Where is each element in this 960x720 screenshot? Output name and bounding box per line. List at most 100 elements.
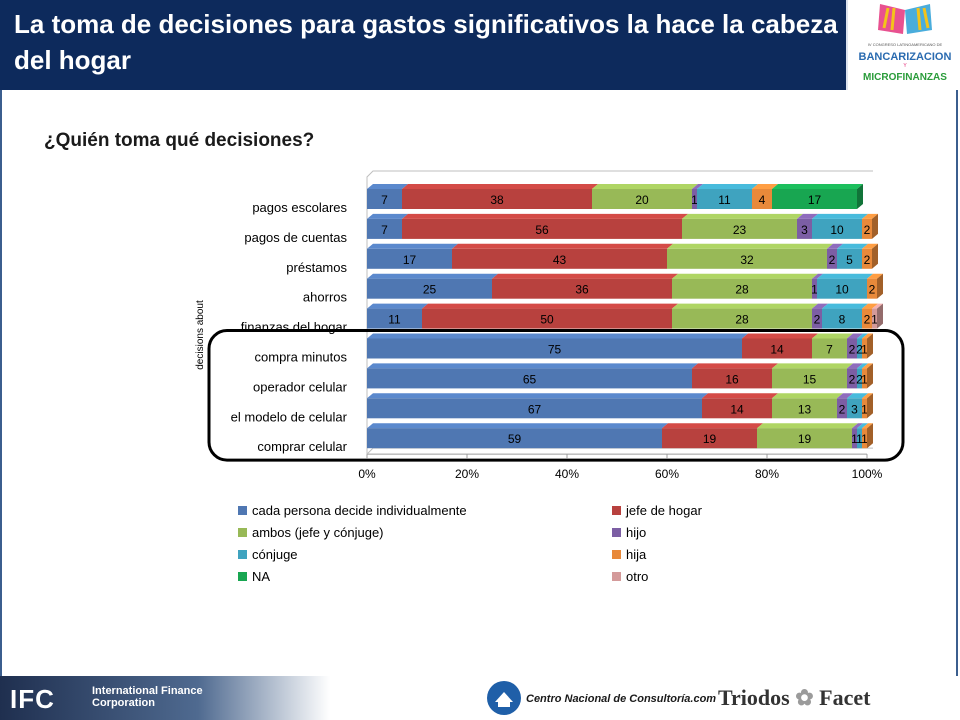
bar-side (867, 393, 873, 419)
slide-title: La toma de decisiones para gastos signif… (14, 9, 838, 75)
legend-label: jefe de hogar (625, 503, 703, 518)
legend-label: hijo (626, 525, 646, 540)
bar-segment (862, 308, 872, 329)
bar-top (862, 423, 873, 429)
bar-top (692, 184, 703, 189)
data-label: 59 (508, 432, 522, 446)
y-axis-title: decisions about (195, 300, 206, 370)
ifc-logo: IFC (10, 684, 55, 714)
bar-segment (702, 398, 772, 419)
category-label: ahorros (303, 290, 348, 305)
bar-top (812, 303, 828, 309)
legend-swatch (612, 506, 621, 515)
legend-swatch (238, 528, 247, 537)
ifc-name: International Finance Corporation (92, 685, 203, 709)
x-tick-label: 20% (455, 467, 479, 481)
bar-segment (862, 248, 872, 269)
data-label: 5 (846, 253, 853, 267)
bar-top (812, 333, 853, 339)
bar-segment (862, 428, 867, 449)
legend-label: otro (626, 569, 648, 584)
data-label: 1 (811, 283, 818, 297)
footer: IFC International Finance Corporation Ce… (0, 676, 960, 720)
cnc-logo-text: Centro Nacional de Consultoría.com (526, 693, 717, 705)
bar-top (772, 363, 853, 369)
legend-swatch (612, 572, 621, 581)
bar-top (867, 273, 883, 279)
category-label: compra minutos (255, 350, 348, 365)
bar-segment (852, 428, 857, 449)
x-tick-label: 80% (755, 467, 779, 481)
bar-top (837, 243, 868, 249)
bar-segment (797, 218, 812, 239)
bar-segment (662, 428, 757, 449)
bar-segment (672, 308, 812, 329)
bar-top (672, 273, 818, 279)
bar-segment (837, 248, 862, 269)
bar-top (367, 184, 408, 189)
data-label: 36 (575, 283, 589, 297)
data-label: 3 (801, 223, 808, 237)
bar-top (772, 184, 863, 189)
data-label: 56 (535, 223, 549, 237)
data-label: 43 (553, 253, 567, 267)
bar-top (367, 243, 458, 249)
data-label: 11 (388, 313, 401, 327)
x-tick-label: 60% (655, 467, 679, 481)
bar-top (812, 213, 868, 219)
data-label: 7 (826, 343, 833, 357)
data-label: 15 (803, 372, 817, 386)
bar-top (662, 423, 763, 429)
data-label: 2 (839, 402, 846, 416)
bar-top (752, 184, 778, 189)
butterfly-icon (878, 4, 932, 34)
bar-top (852, 423, 863, 429)
data-label: 2 (864, 313, 871, 327)
bar-segment (772, 368, 847, 389)
bar-top (837, 393, 853, 399)
svg-text:BANCARIZACION: BANCARIZACION (859, 51, 952, 63)
bar-side (872, 243, 878, 269)
data-label: 13 (798, 402, 812, 416)
bar-segment (692, 189, 697, 209)
bar-segment (452, 248, 667, 269)
data-label: 1 (861, 402, 868, 416)
svg-text:MICROFINANZAS: MICROFINANZAS (863, 72, 947, 83)
bar-top (817, 273, 873, 279)
legend-label: cónjuge (252, 547, 298, 562)
data-label: 2 (829, 253, 836, 267)
ifc-logo-band: IFC International Finance Corporation (0, 676, 330, 720)
bar-top (822, 303, 868, 309)
bar-side (867, 363, 873, 389)
data-label: 67 (528, 402, 542, 416)
bar-segment (367, 428, 662, 449)
data-label: 65 (523, 372, 537, 386)
bar-top (862, 303, 878, 309)
bar-segment (367, 368, 692, 389)
bar-segment (812, 338, 847, 359)
legend-label: ambos (jefe y cónjuge) (252, 525, 384, 540)
bar-segment (862, 398, 867, 419)
bar-segment (857, 428, 862, 449)
highlight-box (207, 329, 905, 462)
data-label: 1 (691, 193, 698, 207)
bar-top (367, 393, 708, 399)
bar-top (772, 393, 843, 399)
data-label: 75 (548, 343, 562, 357)
congress-logo: IV CONGRESO LATINOAMERICANO DE BANCARIZA… (846, 0, 960, 90)
bar-segment (367, 338, 742, 359)
bar-top (862, 213, 878, 219)
data-label: 10 (835, 283, 849, 297)
category-label: comprar celular (257, 439, 347, 454)
bar-top (857, 423, 868, 429)
data-label: 28 (735, 313, 749, 327)
data-label: 2 (849, 372, 856, 386)
data-label: 2 (856, 372, 863, 386)
data-label: 11 (718, 193, 731, 207)
data-label: 38 (490, 193, 504, 207)
bar-side (877, 303, 883, 329)
facet-label: Facet (819, 685, 871, 710)
data-label: 2 (864, 253, 871, 267)
bar-top (367, 363, 698, 369)
